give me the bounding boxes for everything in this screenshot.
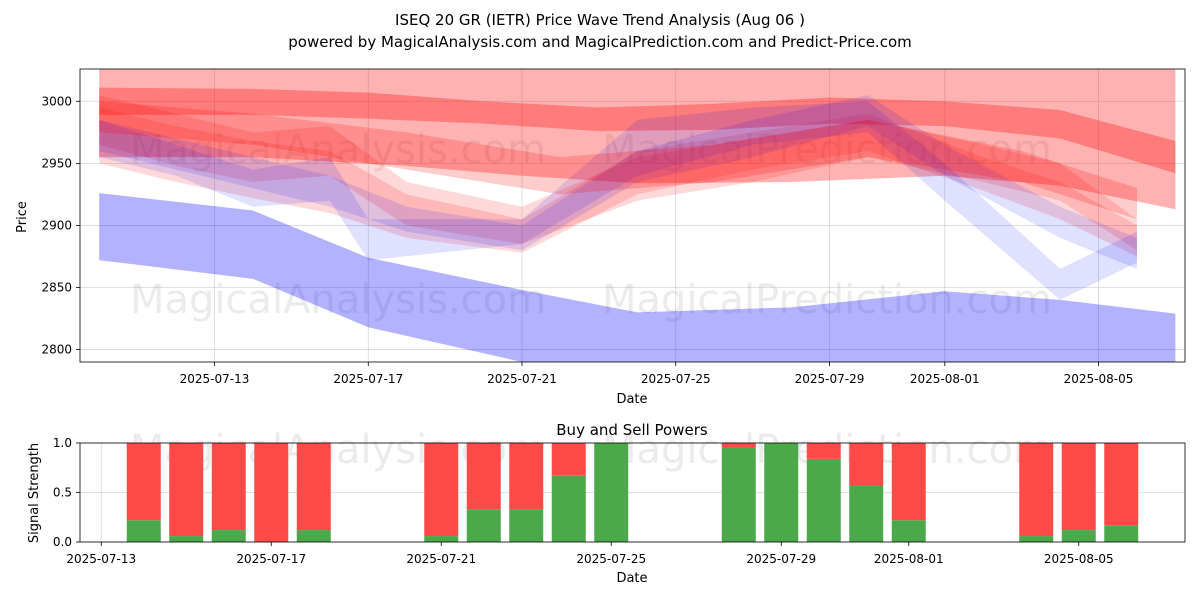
buy-bar [594, 443, 629, 542]
price-x-axis-label: Date [616, 392, 647, 407]
buy-bar [1061, 530, 1096, 542]
watermark: MagicalPrediction.com [602, 277, 1052, 323]
sell-bar [466, 443, 501, 510]
price-band-blue-5 [99, 101, 1137, 300]
sell-bar [721, 443, 756, 448]
y-tick-label: 2900 [41, 218, 72, 232]
buy-bar [296, 530, 331, 542]
x-tick-label: 2025-08-05 [1064, 372, 1134, 386]
buy-bar [891, 520, 926, 542]
x-tick-label: 2025-07-29 [746, 552, 816, 566]
buy-bar [126, 520, 161, 542]
watermark: MagicalPrediction.com [602, 127, 1052, 173]
x-tick-label: 2025-07-21 [487, 372, 557, 386]
price-band-red-1 [99, 69, 1176, 210]
power-y-axis-label: Signal Strength [27, 443, 42, 543]
watermark: MagicalAnalysis.com [130, 127, 546, 173]
sell-bar [509, 443, 544, 510]
x-tick-label: 2025-08-01 [910, 372, 980, 386]
sell-bar [169, 443, 204, 537]
power-panel: 0.0 0.5 1.0 2025-07-13 2025-07-17 2025-07-21 2… [53, 436, 1186, 566]
price-band-red-4 [99, 107, 1137, 257]
x-tick-label: 2025-07-17 [333, 372, 403, 386]
buy-bar [211, 530, 246, 542]
y-tick-label: 2850 [41, 281, 72, 295]
price-y-axis-label: Price [15, 201, 30, 233]
y-tick-label: 0.5 [53, 486, 72, 500]
x-tick-label: 2025-07-17 [236, 552, 306, 566]
sell-bar [806, 443, 841, 459]
x-tick-label: 2025-07-13 [66, 552, 136, 566]
price-band-red-7 [99, 101, 1137, 220]
buy-bar [254, 541, 289, 542]
sell-bar [551, 443, 586, 476]
price-band-blue-0 [99, 193, 1176, 362]
y-tick-label: 1.0 [53, 436, 72, 450]
buy-bar [466, 509, 501, 542]
power-x-axis-label: Date [616, 571, 647, 586]
y-tick-label: 2800 [41, 343, 72, 357]
sell-bar [296, 443, 331, 531]
price-band-red-3 [99, 95, 1137, 251]
sell-bar [1104, 443, 1139, 526]
sell-bar [849, 443, 884, 486]
sell-bar [1061, 443, 1096, 531]
sell-bar [126, 443, 161, 521]
buy-bar [721, 447, 756, 542]
x-tick-label: 2025-07-21 [406, 552, 476, 566]
x-tick-label: 2025-07-29 [795, 372, 865, 386]
buy-bar [1019, 536, 1054, 542]
buy-bar [509, 509, 544, 542]
x-tick-label: 2025-07-13 [180, 372, 250, 386]
power-plot-frame [79, 442, 1186, 543]
buy-bar [1104, 525, 1139, 542]
y-tick-label: 0.0 [53, 535, 72, 549]
sell-bar [424, 443, 459, 537]
buy-bar [169, 536, 204, 542]
sell-bar [254, 443, 289, 542]
price-plot-frame [79, 68, 1186, 363]
buy-bar [424, 536, 459, 542]
x-tick-label: 2025-08-01 [874, 552, 944, 566]
chart-subtitle: powered by MagicalAnalysis.com and Magic… [288, 33, 912, 51]
sell-bar [891, 443, 926, 521]
buy-bar [551, 475, 586, 542]
x-tick-label: 2025-07-25 [576, 552, 646, 566]
x-tick-label: 2025-07-25 [641, 372, 711, 386]
buy-bar [806, 458, 841, 542]
power-chart-title: Buy and Sell Powers [556, 421, 708, 439]
watermark: MagicalAnalysis.com [130, 277, 546, 323]
y-tick-label: 3000 [41, 94, 72, 108]
price-panel: 2800 2850 2900 2950 3000 2025-07-13 2025-07-17… [41, 68, 1186, 386]
buy-bar [849, 485, 884, 542]
watermarks-top: MagicalAnalysis.com MagicalPrediction.co… [130, 127, 1052, 323]
buy-bar [764, 443, 799, 542]
y-tick-label: 2950 [41, 156, 72, 170]
sell-bar [1019, 443, 1054, 537]
price-bands [99, 69, 1176, 362]
x-tick-label: 2025-08-05 [1044, 552, 1114, 566]
price-band-blue-6 [99, 95, 1137, 269]
price-band-red-2 [99, 87, 1176, 174]
chart-title: ISEQ 20 GR (IETR) Price Wave Trend Analy… [395, 11, 805, 29]
sell-bar [211, 443, 246, 531]
